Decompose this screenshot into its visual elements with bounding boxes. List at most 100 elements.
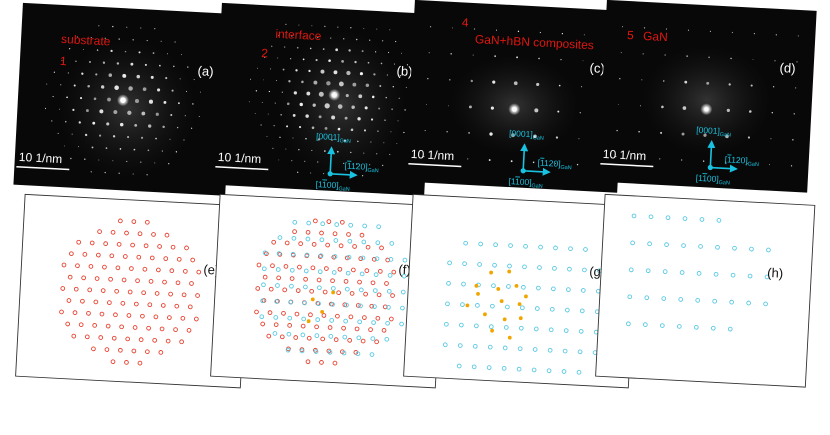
diffraction-spot	[140, 27, 142, 29]
diffraction-spot	[640, 105, 641, 107]
diffraction-spot	[102, 61, 106, 64]
sim-frame	[595, 193, 816, 388]
diffraction-spot	[249, 78, 251, 80]
simulated-spot	[492, 262, 497, 268]
diffraction-spot	[93, 97, 97, 101]
diffraction-spot	[660, 131, 663, 134]
simulated-spot	[444, 321, 449, 327]
simulated-spot	[472, 343, 478, 349]
simulated-spot	[316, 277, 322, 283]
diffraction-spot	[396, 142, 398, 144]
simulated-spot	[260, 298, 265, 304]
simulated-spot	[561, 369, 567, 374]
diffraction-spot	[261, 101, 263, 103]
diffraction-spot	[285, 23, 287, 26]
diffraction-spot	[555, 162, 557, 165]
simulated-spot	[180, 315, 186, 321]
diffraction-spot	[449, 79, 451, 81]
diffraction-spot	[363, 129, 367, 132]
simulated-spot	[306, 319, 311, 324]
diffraction-spot	[118, 38, 120, 40]
simulated-spot	[158, 350, 164, 355]
simulated-spot	[348, 222, 354, 228]
diffraction-spot	[350, 151, 352, 154]
diffraction-spot	[165, 77, 168, 80]
diffraction-spot	[168, 162, 170, 165]
diffraction-spot	[387, 51, 390, 54]
simulated-spot	[176, 256, 182, 262]
diffraction-spot	[270, 68, 272, 70]
tem-panel-a: substrate 1 (a) 10 1/nm	[13, 2, 235, 196]
diffraction-spot	[310, 172, 312, 174]
simulated-spot	[370, 280, 376, 286]
simulated-spot	[384, 336, 390, 342]
simulated-spot	[317, 269, 323, 275]
simulated-spot	[82, 252, 88, 257]
tem-panel-b: interface 2 (b) 10 1/nm [0001]GaN[1120]G…	[212, 2, 434, 196]
simulated-spot	[399, 321, 404, 327]
diffraction-spot	[386, 74, 389, 76]
simulated-spot	[320, 221, 326, 227]
simulated-spot	[348, 314, 354, 320]
simulated-spot	[375, 315, 381, 321]
diffraction-spot	[281, 91, 284, 93]
diffraction-spot	[665, 28, 668, 30]
diffraction-spot	[424, 130, 426, 132]
diffraction-spot	[267, 113, 269, 115]
simulated-spot	[277, 252, 283, 257]
diffraction-spot	[169, 138, 171, 140]
simulated-spot	[141, 290, 146, 296]
diffraction-spot	[147, 149, 150, 152]
simulated-spot	[293, 335, 299, 340]
diffraction-spot	[132, 173, 134, 175]
diffraction-spot	[405, 86, 407, 88]
simulated-spot	[374, 256, 380, 262]
diffraction-spot	[446, 131, 448, 133]
diffraction-spot	[348, 49, 351, 52]
diffraction-spot	[637, 157, 639, 159]
diffraction-spot	[46, 83, 48, 85]
diffraction-spot	[534, 108, 539, 113]
simulated-spot	[282, 287, 288, 293]
simulated-spot	[523, 243, 528, 249]
simulated-spot	[306, 220, 312, 226]
simulated-spot	[389, 241, 395, 246]
simulated-spot	[136, 254, 142, 260]
simulated-spot	[536, 285, 541, 291]
simulated-spot	[331, 286, 336, 291]
diffraction-spot	[278, 34, 280, 36]
diffraction-spot	[81, 72, 84, 75]
diffraction-spot	[263, 56, 266, 59]
diffraction-spot	[516, 56, 519, 59]
diffraction-spot	[118, 172, 120, 174]
simulated-spot	[490, 328, 494, 333]
diffraction-spot	[706, 81, 710, 85]
diffraction-spot	[328, 59, 331, 63]
simulated-spot	[333, 337, 339, 342]
simulated-spot	[317, 285, 322, 291]
diffraction-spot	[200, 91, 202, 93]
diffraction-spot	[298, 24, 300, 26]
diffraction-spot	[533, 134, 537, 139]
simulated-spot	[346, 254, 352, 260]
diffraction-spot	[324, 103, 330, 109]
simulated-spot	[313, 349, 319, 354]
simulated-spot	[347, 238, 353, 244]
simulated-spot	[132, 325, 138, 330]
diffraction-spot	[399, 75, 402, 77]
diffraction-spot	[248, 101, 250, 103]
region-name: GaN+hBN composites	[475, 32, 595, 52]
simulated-spot	[190, 257, 196, 263]
simulated-spot	[375, 240, 381, 246]
diffraction-spot	[330, 37, 332, 39]
diffraction-spot	[78, 121, 81, 124]
simulated-spot	[345, 270, 351, 276]
axis-right-arrow	[330, 170, 358, 179]
scale-bar	[600, 163, 654, 168]
diffraction-spot	[323, 173, 325, 175]
simulated-spot	[445, 301, 450, 307]
simulated-spot	[140, 313, 145, 319]
simulated-spot	[335, 313, 340, 319]
diffraction-spot	[536, 82, 540, 87]
diffraction-spot	[385, 96, 387, 99]
